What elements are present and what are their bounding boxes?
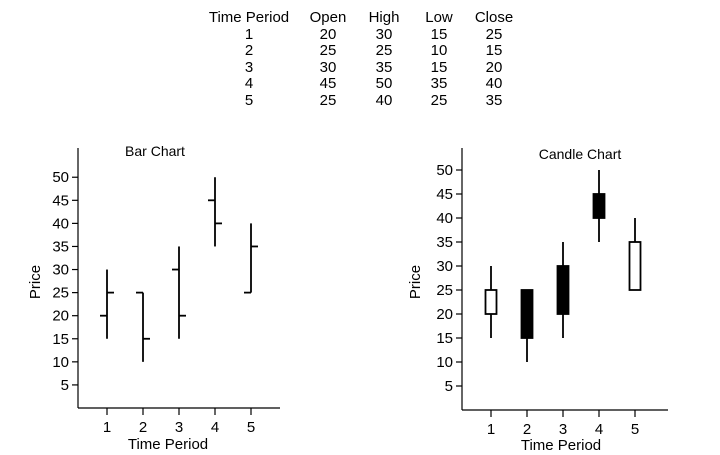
y-tick-label: 50 [436,162,453,179]
x-tick-label: 3 [175,419,183,436]
x-tick-label: 2 [523,421,531,438]
candle-body-up [628,241,642,291]
table-row: 1 20 30 15 25 [198,25,522,44]
y-tick-label: 15 [436,330,453,347]
x-axis-label: Time Period [128,436,208,453]
candle-body-down [520,289,534,339]
ohlc-data-table: Time Period Open High Low Close 1 20 30 15 2… [198,9,522,110]
table-body: 1 20 30 15 25 2 25 25 10 15 3 30 35 15 20 4 45 50 35 40 5 25 4… [198,25,522,110]
x-tick-label: 5 [631,421,639,438]
table-cell: 45 [319,75,337,92]
table-cell: 1 [244,25,254,43]
y-tick-label: 35 [436,234,453,251]
y-tick-label: 30 [52,262,69,279]
x-tick-label: 4 [595,421,603,438]
y-tick-label: 30 [436,258,453,275]
table-cell: 2 [244,42,254,59]
header-high: High [368,9,400,26]
header-open: Open [309,9,347,26]
table-cell: 5 [244,91,254,109]
x-tick-label: 4 [211,419,219,436]
table-cell: 30 [319,58,337,76]
table-cell: 4 [244,75,254,92]
y-tick-label: 35 [52,238,69,255]
table-row: 5 25 40 25 35 [198,91,522,110]
x-tick-label: 1 [103,419,111,436]
table-cell: 35 [375,58,393,76]
y-tick-label: 5 [445,378,453,395]
chart-title: Bar Chart [125,143,185,159]
x-axis-label: Time Period [521,437,601,454]
y-tick-label: 40 [436,210,453,227]
table-cell: 40 [485,75,503,92]
table-cell: 15 [430,58,448,76]
table-header-row: Time Period Open High Low Close [198,9,522,27]
y-tick-label: 10 [436,354,453,371]
table-row: 2 25 25 10 15 [198,42,522,60]
y-tick-label: 20 [52,308,69,325]
table-row: 3 30 35 15 20 [198,58,522,77]
table-cell: 15 [485,42,503,59]
x-tick-label: 5 [247,419,255,436]
table-cell: 20 [319,25,337,43]
y-tick-label: 25 [436,282,453,299]
table-cell: 25 [319,91,337,109]
y-tick-label: 20 [436,306,453,323]
table-cell: 15 [430,25,448,43]
y-tick-label: 40 [52,215,69,232]
y-tick-label: 50 [52,169,69,186]
table-cell: 20 [485,58,503,76]
y-axis-label: Price [27,265,44,299]
table-cell: 30 [375,25,393,43]
header-low: Low [425,9,453,26]
table-cell: 25 [485,25,503,43]
candle-body-down [556,265,570,315]
header-time-period: Time Period [208,9,290,26]
candle-body-up [484,289,498,315]
y-tick-label: 5 [61,377,69,394]
x-tick-label: 3 [559,421,567,438]
table-cell: 35 [430,75,448,92]
table-cell: 3 [244,58,254,76]
x-tick-label: 2 [139,419,147,436]
y-tick-label: 45 [436,186,453,203]
table-cell: 40 [375,91,393,109]
y-tick-label: 25 [52,285,69,302]
chart-title: Candle Chart [539,146,622,162]
y-tick-label: 45 [52,192,69,209]
candle-body-down [592,193,606,219]
y-axis-label: Price [407,265,424,299]
table-cell: 50 [375,75,393,92]
table-row: 4 45 50 35 40 [198,75,522,93]
table-cell: 10 [430,42,448,59]
table-cell: 25 [375,42,393,59]
x-tick-label: 1 [487,421,495,438]
table-cell: 25 [430,91,448,109]
y-tick-label: 10 [52,354,69,371]
header-close: Close [474,9,514,26]
table-cell: 35 [485,91,503,109]
table-cell: 25 [319,42,337,59]
y-tick-label: 15 [52,331,69,348]
